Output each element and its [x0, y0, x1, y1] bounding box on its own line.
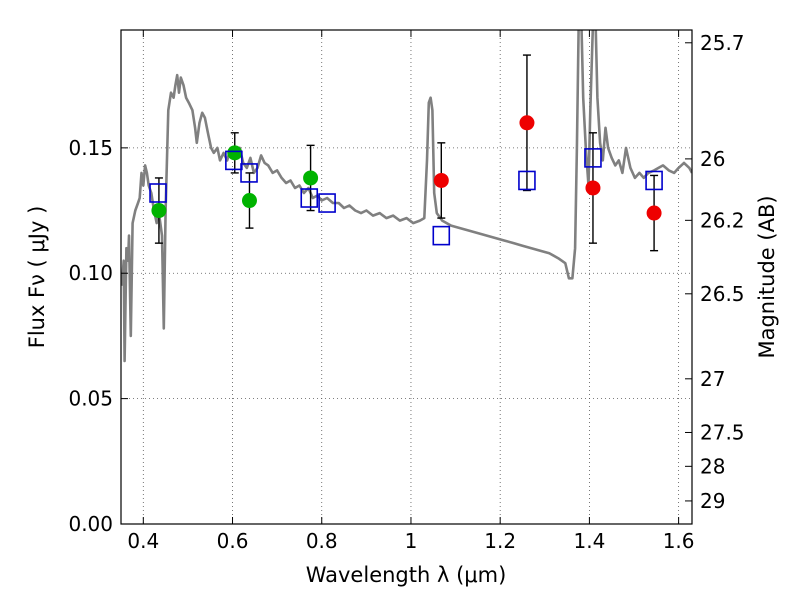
y2-tick-label: 27 [700, 367, 725, 391]
x-tick-label: 1 [405, 529, 418, 553]
x-tick-label: 1.6 [663, 529, 695, 553]
model-photometry-square [300, 188, 319, 208]
y-axis-title: Flux Fν ( μJy ) [25, 206, 49, 349]
y2-tick-label: 26.2 [700, 208, 745, 232]
red-data-point [433, 172, 449, 188]
model-sed-layer [121, 30, 692, 363]
y-tick-label: 0.05 [68, 387, 113, 411]
y2-tick-label: 27.5 [700, 420, 745, 444]
y-tick-label: 0.15 [68, 136, 113, 160]
model-photometry-square [240, 163, 258, 183]
y2-tick-label: 26 [700, 147, 725, 171]
x-tick-label: 0.8 [306, 529, 338, 553]
x-tick-label: 0.6 [217, 529, 249, 553]
ticks [121, 30, 692, 525]
x-tick-label: 1.2 [484, 529, 516, 553]
model-photometry-square [432, 225, 451, 246]
grid [121, 30, 692, 525]
red-data-point [646, 205, 662, 221]
y2-tick-label: 26.5 [700, 282, 745, 306]
red-data-point [585, 180, 601, 196]
y2-tick-label: 25.7 [700, 31, 745, 55]
green-data-point [227, 145, 243, 161]
y2-tick-label: 29 [700, 489, 725, 513]
model-sed-line [121, 30, 692, 363]
model-photometry-markers [149, 148, 663, 246]
x-tick-label: 0.4 [127, 529, 159, 553]
x-tick-labels: 0.4 0.6 0.8 1 1.2 1.4 1.6 [127, 529, 694, 553]
red-data-point [519, 115, 535, 131]
green-data-point [241, 193, 257, 209]
model-photometry-square [318, 193, 336, 213]
model-photometry-square [225, 150, 243, 171]
y-tick-label: 0.00 [68, 512, 113, 536]
y-tick-label: 0.10 [68, 261, 113, 285]
y2-tick-label: 28 [700, 454, 725, 478]
green-data-point [151, 203, 167, 219]
green-data-point [303, 170, 319, 186]
x-axis-title: Wavelength λ (μm) [306, 563, 507, 587]
y-tick-labels: 0.00 0.05 0.10 0.15 [68, 136, 113, 536]
model-photometry-square [518, 170, 536, 191]
model-photometry-square [645, 170, 663, 191]
y2-axis-title: Magnitude (AB) [755, 195, 779, 358]
x-tick-label: 1.4 [573, 529, 605, 553]
model-photometry-square [149, 183, 167, 203]
model-photometry-square [584, 148, 602, 168]
plot-frame [120, 29, 693, 525]
markers [151, 115, 662, 221]
y2-tick-labels: 25.7 26 26.2 26.5 27 27.5 28 29 [700, 31, 745, 513]
